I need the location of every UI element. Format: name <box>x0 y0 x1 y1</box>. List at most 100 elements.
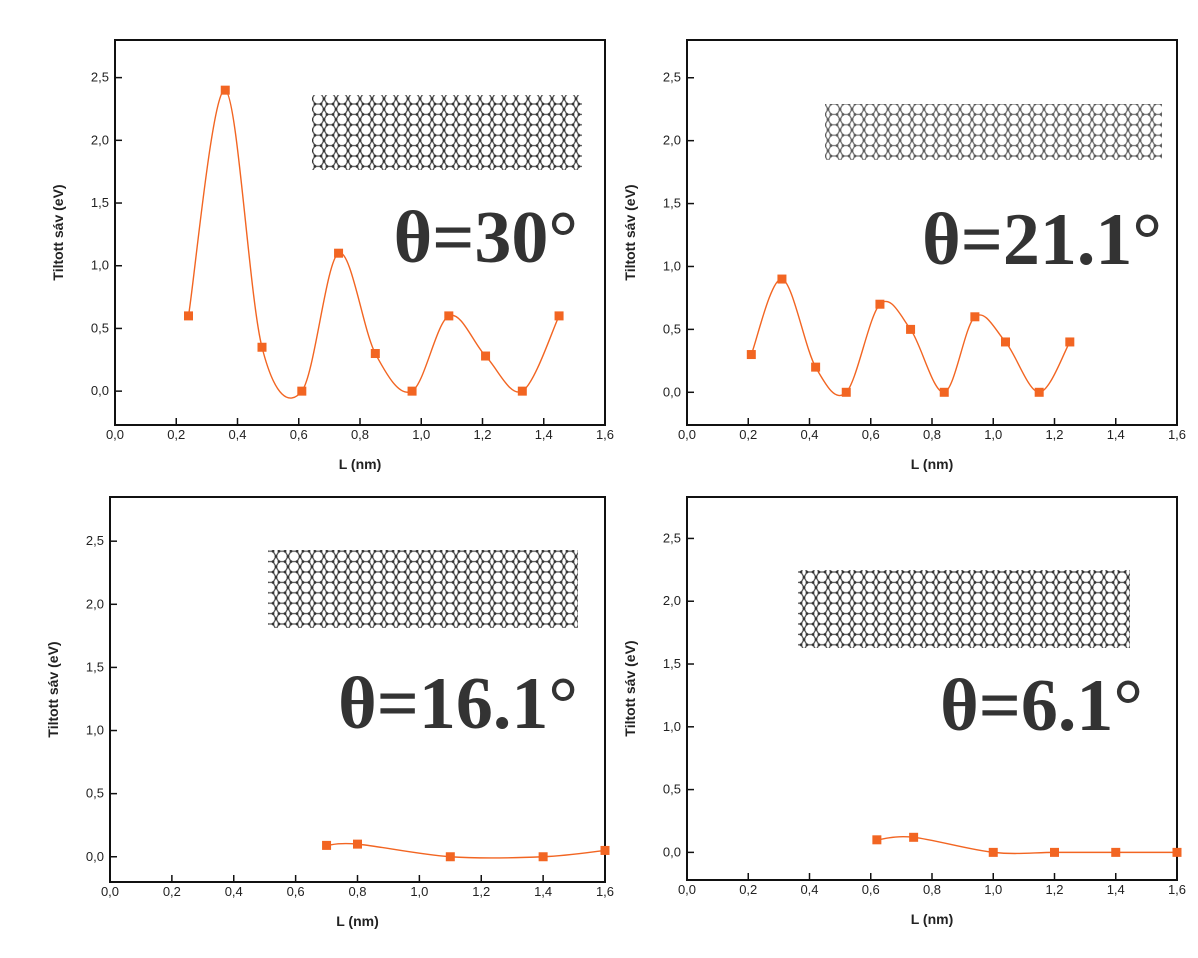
x-axis-label: L (nm) <box>339 456 382 472</box>
y-tick-label: 2,0 <box>91 132 109 147</box>
y-axis-label: Tiltott sáv (eV) <box>622 640 638 736</box>
data-point <box>939 387 949 397</box>
x-tick-label: 0,6 <box>290 427 308 442</box>
plot-area <box>746 274 1075 397</box>
y-tick-label: 0,5 <box>663 782 681 797</box>
y-tick-label: 2,5 <box>663 530 681 545</box>
plot-area <box>872 832 1182 857</box>
y-axis-label: Tiltott sáv (eV) <box>45 641 61 737</box>
y-tick-label: 1,0 <box>91 258 109 273</box>
x-tick-label: 0,8 <box>348 884 366 899</box>
data-point <box>481 351 491 361</box>
fit-curve <box>876 836 1177 855</box>
molecule-image <box>312 95 582 170</box>
y-tick-label: 0,5 <box>86 786 104 801</box>
data-point <box>1034 387 1044 397</box>
x-tick-label: 0,0 <box>678 427 696 442</box>
data-point <box>353 839 362 849</box>
x-tick-label: 0,0 <box>678 882 696 897</box>
x-tick-label: 0,2 <box>739 882 757 897</box>
x-tick-label: 0,6 <box>862 882 880 897</box>
y-tick-label: 0,5 <box>91 320 109 335</box>
data-point <box>988 847 998 857</box>
x-tick-label: 0,0 <box>101 884 119 899</box>
data-point <box>1111 847 1121 857</box>
x-tick-label: 1,4 <box>1107 882 1125 897</box>
data-point <box>322 840 332 850</box>
annotation: θ=30° <box>394 197 578 279</box>
x-tick-label: 0,8 <box>351 427 369 442</box>
x-tick-label: 0,4 <box>228 427 246 442</box>
y-axis-label: Tiltott sáv (eV) <box>622 184 638 280</box>
y-tick-label: 1,0 <box>663 258 681 273</box>
molecule-image <box>825 104 1162 160</box>
data-point <box>445 852 455 862</box>
data-point <box>875 299 885 309</box>
data-point <box>872 835 882 845</box>
x-axis-label: L (nm) <box>911 911 954 927</box>
x-tick-label: 1,4 <box>535 427 553 442</box>
x-tick-label: 1,6 <box>1168 427 1186 442</box>
molecule-image <box>268 550 578 628</box>
fit-curve <box>326 842 606 859</box>
y-tick-label: 2,5 <box>663 70 681 85</box>
x-tick-label: 0,0 <box>106 427 124 442</box>
data-point <box>257 342 267 352</box>
annotation: θ=21.1° <box>922 199 1162 281</box>
x-tick-label: 1,6 <box>596 884 614 899</box>
x-tick-label: 1,6 <box>596 427 614 442</box>
x-axis-label: L (nm) <box>911 456 954 472</box>
y-tick-label: 1,5 <box>86 659 104 674</box>
data-point <box>1172 847 1182 857</box>
y-tick-label: 0,0 <box>663 384 681 399</box>
data-point <box>407 386 417 396</box>
y-tick-label: 0,0 <box>86 849 104 864</box>
x-tick-label: 1,2 <box>473 427 491 442</box>
x-tick-label: 1,0 <box>984 427 1002 442</box>
plot-area <box>322 839 610 862</box>
data-point <box>444 311 454 321</box>
y-tick-label: 0,0 <box>91 383 109 398</box>
data-point <box>1050 847 1059 857</box>
y-tick-label: 1,0 <box>663 719 681 734</box>
x-tick-label: 0,2 <box>167 427 185 442</box>
y-axis-label: Tiltott sáv (eV) <box>50 184 66 280</box>
x-tick-label: 0,8 <box>923 882 941 897</box>
data-point <box>906 324 916 334</box>
plot-area <box>184 85 564 399</box>
x-axis-label: L (nm) <box>336 913 379 929</box>
x-tick-label: 1,4 <box>1107 427 1125 442</box>
data-point <box>909 832 919 842</box>
x-tick-label: 1,2 <box>1045 427 1063 442</box>
x-tick-label: 1,2 <box>472 884 490 899</box>
data-point <box>600 845 610 855</box>
y-tick-label: 2,0 <box>86 596 104 611</box>
y-tick-label: 1,0 <box>86 723 104 738</box>
data-point <box>970 312 980 322</box>
y-tick-label: 1,5 <box>663 196 681 211</box>
x-tick-label: 0,6 <box>287 884 305 899</box>
annotation: θ=16.1° <box>338 663 578 745</box>
data-point <box>220 85 230 95</box>
x-tick-label: 0,4 <box>800 427 818 442</box>
y-tick-label: 2,0 <box>663 133 681 148</box>
y-tick-label: 2,0 <box>663 593 681 608</box>
molecule-image <box>798 570 1130 648</box>
y-tick-label: 2,5 <box>86 533 104 548</box>
x-tick-label: 1,4 <box>534 884 552 899</box>
annotation: θ=6.1° <box>940 665 1143 747</box>
x-tick-label: 0,6 <box>862 427 880 442</box>
data-point <box>184 311 193 321</box>
y-tick-label: 0,5 <box>663 321 681 336</box>
data-point <box>334 248 344 258</box>
data-point <box>1001 337 1010 347</box>
x-tick-label: 1,2 <box>1045 882 1063 897</box>
data-point <box>517 386 527 396</box>
data-point <box>777 274 787 284</box>
x-tick-label: 0,2 <box>739 427 757 442</box>
data-point <box>297 386 307 396</box>
data-point <box>841 387 851 397</box>
x-tick-label: 0,4 <box>225 884 243 899</box>
